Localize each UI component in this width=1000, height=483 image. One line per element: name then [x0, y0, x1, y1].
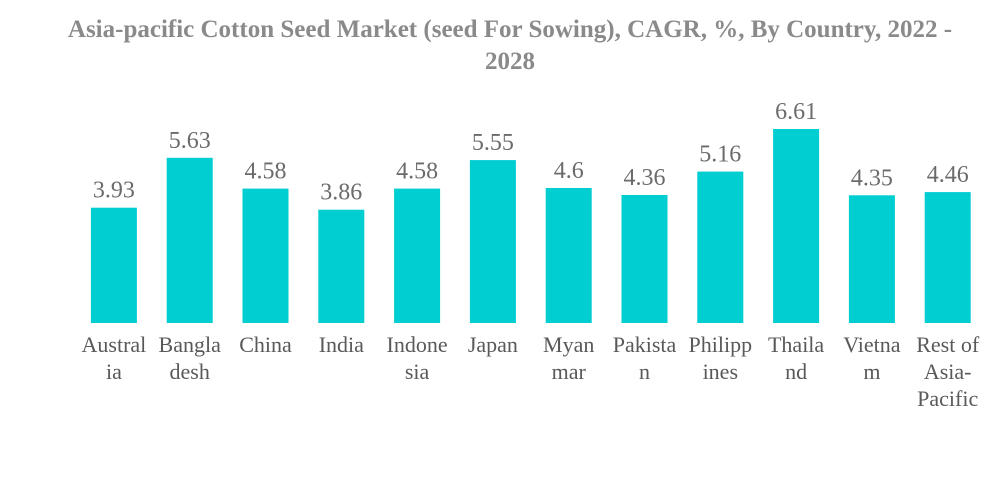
- bar: [773, 129, 820, 323]
- bar-value-label: 5.16: [699, 142, 741, 168]
- category-label-line: Austral: [82, 332, 147, 357]
- bar: [545, 188, 592, 323]
- bar: [697, 171, 744, 323]
- category-label-line: Myan: [543, 332, 594, 357]
- category-label-line: desh: [170, 359, 210, 384]
- bar-value-label: 5.63: [169, 128, 211, 154]
- category-label: Vietna m: [843, 332, 901, 384]
- category-label: Bangla desh: [159, 332, 222, 384]
- bar: [621, 195, 668, 323]
- bar-value-label: 4.58: [245, 159, 287, 185]
- category-label-line: Indone: [387, 332, 448, 357]
- chart-title: Asia-pacific Cotton Seed Market (seed Fo…: [67, 16, 953, 75]
- bar: [166, 157, 213, 323]
- category-label-line: Thaila: [768, 332, 824, 357]
- category-label: Myan mar: [543, 332, 594, 384]
- bar-value-label: 4.58: [396, 159, 438, 185]
- category-label-line: Bangla: [159, 332, 222, 357]
- bar: [90, 207, 137, 323]
- bar-value-label: 6.61: [775, 99, 817, 125]
- category-label-line: Japan: [468, 332, 518, 357]
- category-label-line: Pacific: [917, 386, 978, 411]
- category-label-line: m: [863, 359, 880, 384]
- category-label: India: [319, 332, 364, 357]
- category-label: Pakista n: [613, 332, 677, 384]
- bar-value-label: 3.93: [93, 178, 135, 204]
- bar-value-label: 4.6: [554, 158, 584, 184]
- category-label-line: nd: [785, 359, 807, 384]
- bar: [318, 209, 365, 323]
- bar-value-label: 3.86: [320, 180, 362, 206]
- category-label-line: Pakista: [613, 332, 677, 357]
- bar-value-label: 4.35: [851, 165, 893, 191]
- bar-value-label: 4.36: [624, 165, 666, 191]
- category-label: Indone sia: [387, 332, 448, 384]
- category-label-line: Vietna: [843, 332, 901, 357]
- bar: [848, 195, 895, 323]
- category-label-line: India: [319, 332, 364, 357]
- category-label-line: Rest of: [916, 332, 980, 357]
- category-label: Austral ia: [82, 332, 147, 384]
- bar-value-label: 4.46: [927, 162, 969, 188]
- bar: [469, 160, 516, 323]
- category-label-line: Philipp: [689, 332, 753, 357]
- category-label-line: ia: [106, 359, 122, 384]
- category-label: China: [239, 332, 292, 357]
- bar: [394, 188, 441, 323]
- category-label-line: China: [239, 332, 292, 357]
- category-label-line: Asia-: [924, 359, 972, 384]
- category-label-line: sia: [405, 359, 430, 384]
- bars-layer: [90, 129, 971, 323]
- category-label-line: mar: [552, 359, 587, 384]
- category-label: Thaila nd: [768, 332, 824, 384]
- category-label-line: n: [639, 359, 650, 384]
- category-label: Japan: [468, 332, 518, 357]
- bar: [242, 188, 289, 323]
- bar-value-label: 5.55: [472, 130, 514, 156]
- category-label: Rest of Asia-Pacific: [916, 332, 980, 411]
- bar: [924, 192, 971, 323]
- category-label: Philipp ines: [689, 332, 753, 384]
- value-labels-layer: 3.93 5.63 4.58 3.86 4.58 5.55 4.6 4.36 5.16 6.61 4…: [93, 99, 969, 206]
- category-label-line: ines: [703, 359, 738, 384]
